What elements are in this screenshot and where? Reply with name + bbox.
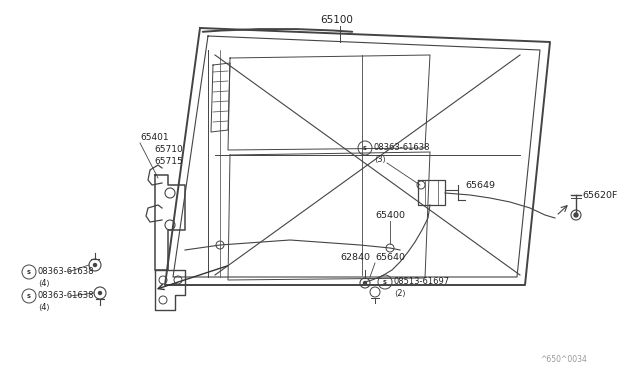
Text: 08513-61697: 08513-61697 <box>394 278 450 286</box>
Text: ⟨4⟩: ⟨4⟩ <box>38 302 50 311</box>
Text: S: S <box>27 269 31 275</box>
Text: 08363-61638: 08363-61638 <box>38 267 95 276</box>
Circle shape <box>93 263 97 266</box>
Text: 08363-61638: 08363-61638 <box>38 292 95 301</box>
Text: S: S <box>27 294 31 298</box>
Text: 65620F: 65620F <box>582 192 618 201</box>
Circle shape <box>364 282 367 285</box>
Text: ⟨3⟩: ⟨3⟩ <box>374 154 386 164</box>
Text: S: S <box>383 279 387 285</box>
Text: 08363-61638: 08363-61638 <box>374 144 431 153</box>
Text: ^650^0034: ^650^0034 <box>540 356 587 365</box>
Text: 65640: 65640 <box>375 253 405 263</box>
Text: 65401: 65401 <box>140 134 168 142</box>
Circle shape <box>574 213 578 217</box>
Text: 62840: 62840 <box>340 253 370 263</box>
Text: 65715: 65715 <box>154 157 183 166</box>
Text: 65710: 65710 <box>154 145 183 154</box>
Text: 65400: 65400 <box>375 211 405 219</box>
Text: 65100: 65100 <box>320 15 353 25</box>
Text: S: S <box>363 145 367 151</box>
Text: 65649: 65649 <box>465 180 495 189</box>
Text: ⟨2⟩: ⟨2⟩ <box>394 289 406 298</box>
Text: ⟨4⟩: ⟨4⟩ <box>38 279 50 288</box>
Circle shape <box>99 292 102 295</box>
